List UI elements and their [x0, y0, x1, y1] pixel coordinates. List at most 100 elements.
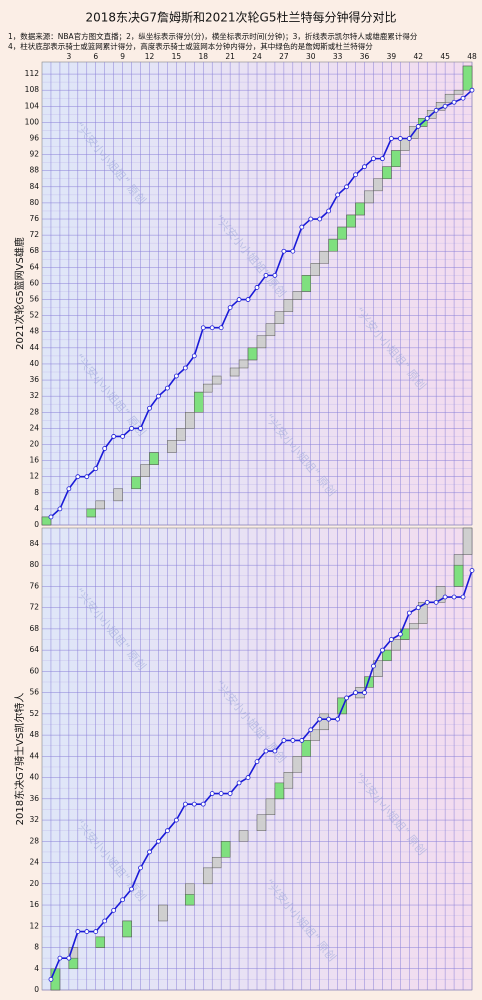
x-tick-label: 18 — [198, 52, 208, 61]
highlight-bar — [149, 452, 159, 465]
x-tick-label: 3 — [66, 52, 71, 61]
highlight-bar — [382, 166, 392, 180]
y-tick-label: 32 — [29, 391, 39, 400]
highlight-bar — [462, 65, 473, 91]
marker — [388, 637, 394, 642]
bar — [265, 798, 276, 816]
marker — [326, 208, 332, 214]
bar — [444, 93, 455, 103]
marker — [415, 124, 421, 129]
highlight-bar — [391, 150, 401, 167]
marker — [156, 838, 161, 844]
bar — [310, 263, 320, 276]
bar — [113, 488, 123, 502]
y-tick-label: 80 — [29, 560, 39, 569]
y-tick-label: 12 — [29, 921, 39, 930]
marker — [129, 886, 134, 892]
bar — [274, 311, 285, 324]
y-tick-label: 0 — [34, 520, 39, 529]
marker — [111, 434, 117, 439]
x-tick-label: 45 — [440, 52, 450, 61]
marker — [102, 918, 108, 924]
y-tick-label: 52 — [29, 311, 39, 320]
marker — [433, 107, 439, 113]
highlight-bar — [131, 476, 141, 490]
y-tick-label: 68 — [29, 246, 39, 255]
marker — [138, 865, 143, 871]
y-tick-label: 60 — [29, 278, 39, 287]
x-tick-label: 24 — [252, 52, 262, 61]
bar — [292, 291, 303, 300]
y-tick-label: 76 — [29, 214, 39, 223]
y-tick-label: 36 — [29, 375, 39, 384]
x-tick-label: 39 — [387, 52, 397, 61]
marker — [165, 828, 170, 834]
y-tick-label: 60 — [29, 666, 39, 675]
marker — [371, 156, 376, 162]
highlight-bar — [220, 841, 231, 858]
marker — [263, 748, 269, 754]
note: 1，数据来源：NBA官方图文直播；2，纵坐标表示得分(分)，横坐标表示时间(分钟… — [8, 31, 418, 41]
x-tick-label: 27 — [279, 52, 289, 61]
y-tick-label: 72 — [29, 230, 39, 239]
bar — [256, 814, 267, 831]
y-tick-label: 20 — [29, 439, 39, 448]
y-tick-label: 8 — [34, 943, 39, 952]
marker — [75, 929, 81, 934]
highlight-bar — [247, 347, 258, 361]
bar — [211, 375, 222, 385]
marker — [317, 716, 323, 722]
bar — [238, 830, 249, 842]
marker — [57, 955, 63, 961]
y-tick-label: 4 — [34, 504, 39, 513]
marker — [93, 929, 99, 934]
bar — [185, 412, 195, 429]
x-tick-label: 33 — [333, 52, 343, 61]
note: 4，柱状底部表示骑士或篮网累计得分，高度表示骑士或篮网本分钟内得分，其中绿色的是… — [8, 41, 373, 51]
y-tick-label: 28 — [29, 836, 39, 845]
marker — [308, 216, 314, 222]
marker — [200, 801, 206, 807]
bar — [319, 713, 329, 731]
marker — [147, 405, 152, 411]
marker — [245, 297, 251, 302]
bar — [158, 904, 168, 922]
marker — [299, 738, 305, 743]
marker — [84, 929, 90, 934]
highlight-bar — [185, 894, 195, 906]
marker — [451, 99, 457, 105]
marker — [66, 955, 72, 961]
bar — [238, 359, 249, 369]
y-tick-label: 52 — [29, 709, 39, 718]
bar — [265, 323, 276, 337]
marker — [281, 738, 287, 743]
y-tick-label: 92 — [29, 150, 39, 159]
bar — [364, 190, 374, 204]
y-tick-label: 4 — [34, 964, 39, 973]
marker — [433, 599, 439, 605]
highlight-bar — [122, 920, 132, 938]
marker — [317, 216, 323, 222]
marker — [191, 353, 197, 359]
marker — [272, 272, 278, 278]
bar — [453, 89, 464, 95]
x-tick-label: 30 — [306, 52, 316, 61]
marker — [227, 791, 233, 796]
marker — [335, 716, 341, 722]
y-tick-label: 56 — [29, 295, 39, 304]
x-tick-label: 42 — [413, 52, 423, 61]
highlight-bar — [337, 697, 347, 715]
highlight-bar — [328, 238, 338, 252]
marker — [182, 801, 188, 807]
marker — [344, 184, 349, 190]
marker — [236, 780, 242, 786]
x-tick-label: 36 — [360, 52, 370, 61]
y-tick-label: 40 — [29, 359, 39, 368]
bar — [292, 756, 303, 773]
marker — [191, 801, 197, 807]
marker — [120, 897, 126, 903]
marker — [344, 695, 349, 701]
marker — [156, 393, 161, 399]
marker — [102, 446, 108, 451]
